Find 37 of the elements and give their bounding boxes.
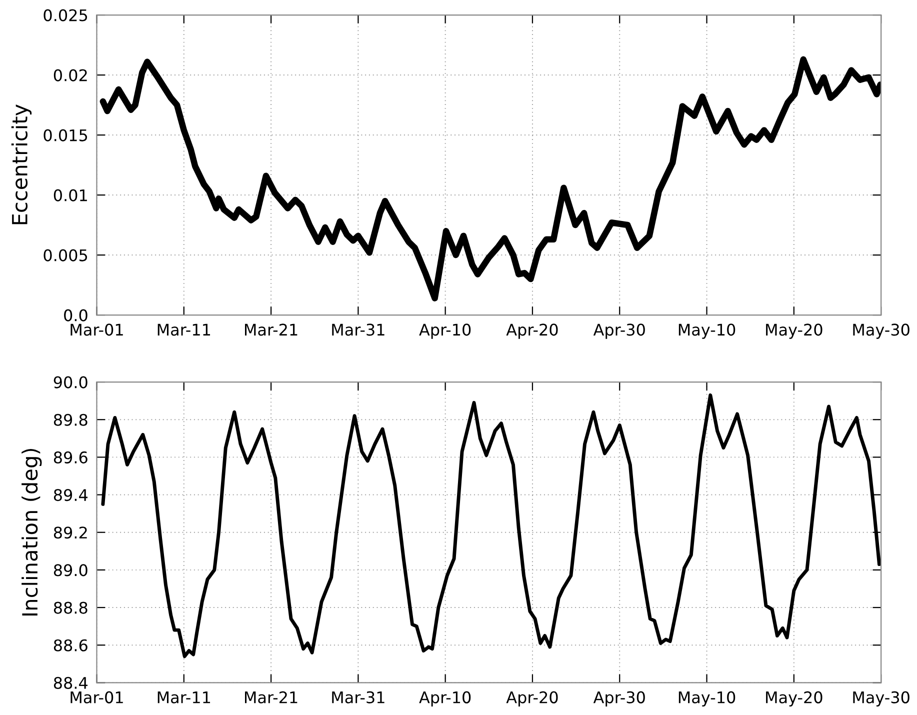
x-tick-label: May-30: [853, 691, 910, 706]
y-tick-label: 0.0: [64, 309, 88, 322]
y-axis-title: Inclination (deg): [22, 448, 42, 616]
x-tick-label: Apr-20: [506, 691, 558, 706]
y-tick-label: 88.8: [54, 602, 88, 614]
x-tick-label: Apr-10: [419, 691, 471, 706]
x-tick-label: Mar-31: [332, 324, 384, 336]
y-tick-label: 0.02: [54, 69, 87, 82]
y-axis-title: Eccentricity: [11, 104, 32, 224]
x-tick-label: Apr-30: [593, 691, 645, 706]
x-tick-label: May-30: [853, 324, 910, 339]
y-tick-label: 89.4: [54, 488, 88, 502]
y-tick-label: 88.6: [54, 639, 88, 652]
y-tick-label: 0.015: [44, 129, 88, 142]
y-tick-label: 89.8: [54, 414, 88, 426]
y-tick-label: 89.6: [54, 451, 88, 464]
x-tick-label: Apr-20: [506, 324, 558, 339]
x-tick-label: Apr-10: [419, 324, 471, 339]
y-tick-label: 89.2: [54, 526, 87, 539]
x-tick-label: May-20: [766, 691, 822, 706]
x-tick-label: Mar-21: [245, 691, 298, 704]
y-tick-label: 0.025: [44, 9, 88, 22]
x-tick-label: May-10: [678, 324, 736, 339]
x-tick-label: Mar-01: [70, 691, 123, 704]
x-tick-label: Mar-11: [158, 324, 210, 336]
x-tick-label: May-10: [678, 691, 736, 706]
x-tick-label: May-20: [766, 324, 822, 339]
y-tick-label: 90.0: [54, 376, 88, 388]
y-tick-label: 88.4: [54, 676, 88, 689]
y-tick-label: 0.005: [44, 249, 88, 262]
x-tick-label: Mar-21: [245, 324, 298, 336]
y-tick-label: 89.0: [54, 564, 88, 576]
x-tick-label: Mar-11: [158, 692, 210, 704]
x-tick-label: Apr-30: [593, 324, 645, 339]
x-tick-label: Mar-31: [332, 691, 384, 704]
x-tick-label: Mar-01: [70, 324, 123, 336]
y-tick-label: 0.01: [54, 189, 87, 202]
